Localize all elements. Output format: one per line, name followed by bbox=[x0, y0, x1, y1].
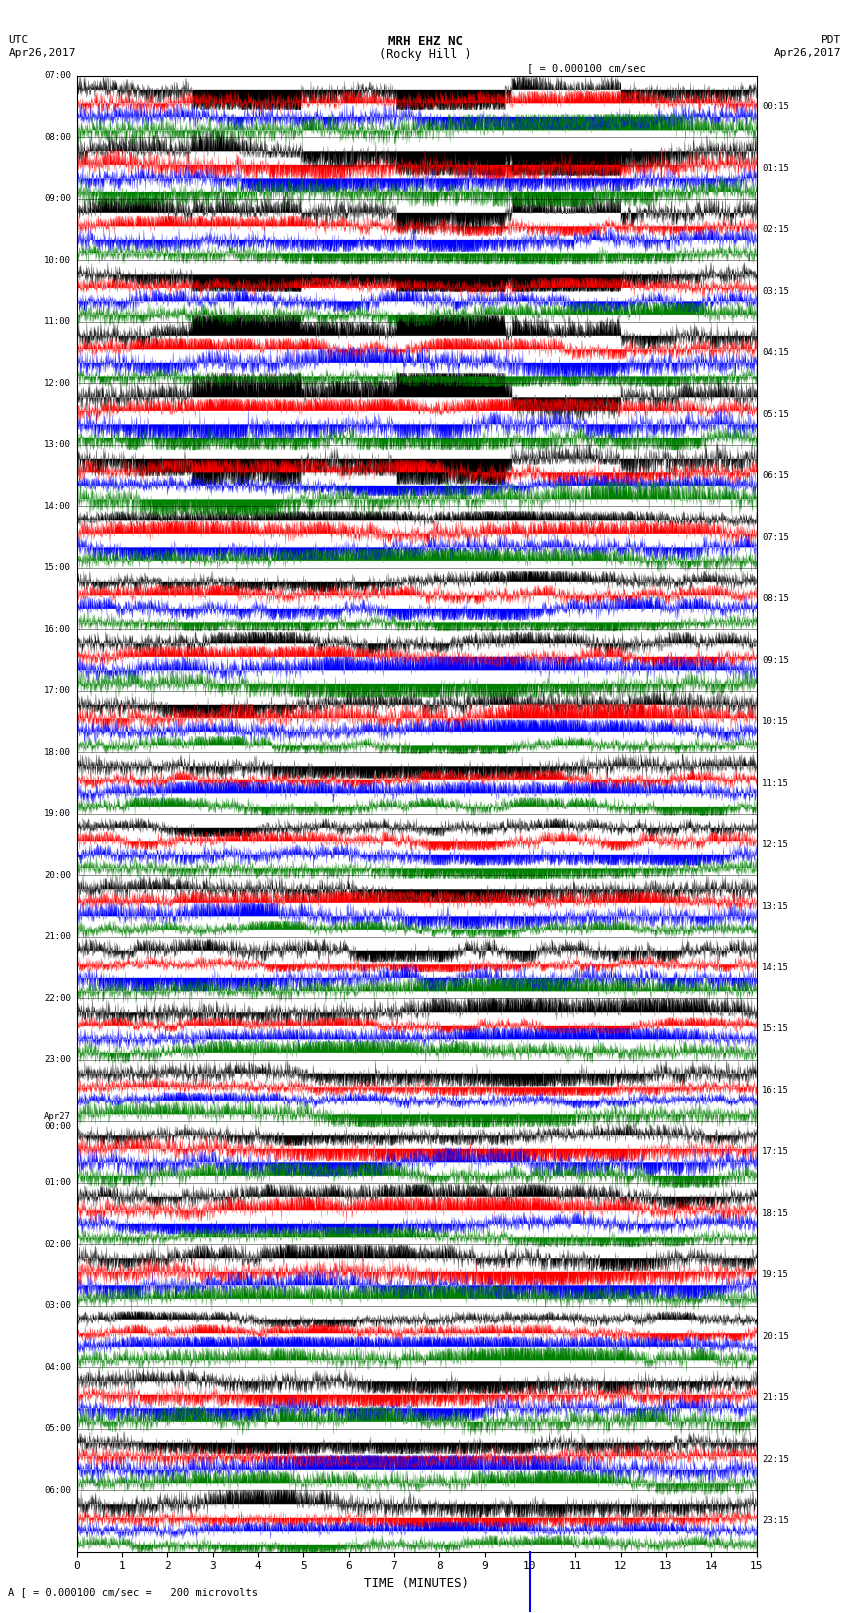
Text: MRH EHZ NC: MRH EHZ NC bbox=[388, 35, 462, 48]
Text: 23:00: 23:00 bbox=[44, 1055, 71, 1065]
Text: 22:00: 22:00 bbox=[44, 994, 71, 1003]
Text: 06:00: 06:00 bbox=[44, 1486, 71, 1495]
Text: 20:15: 20:15 bbox=[762, 1332, 789, 1340]
Text: 04:15: 04:15 bbox=[762, 348, 789, 356]
Text: 22:15: 22:15 bbox=[762, 1455, 789, 1465]
Text: UTC: UTC bbox=[8, 35, 29, 45]
Text: 18:00: 18:00 bbox=[44, 748, 71, 756]
Text: 16:00: 16:00 bbox=[44, 624, 71, 634]
Text: 13:00: 13:00 bbox=[44, 440, 71, 450]
Text: 08:15: 08:15 bbox=[762, 594, 789, 603]
Text: 00:15: 00:15 bbox=[762, 102, 789, 111]
Text: 11:15: 11:15 bbox=[762, 779, 789, 787]
Text: 03:00: 03:00 bbox=[44, 1302, 71, 1310]
Text: 14:15: 14:15 bbox=[762, 963, 789, 973]
Text: 10:00: 10:00 bbox=[44, 256, 71, 265]
Text: 01:15: 01:15 bbox=[762, 163, 789, 173]
Text: 06:15: 06:15 bbox=[762, 471, 789, 481]
Text: 13:15: 13:15 bbox=[762, 902, 789, 910]
Text: 18:15: 18:15 bbox=[762, 1210, 789, 1218]
Text: 07:15: 07:15 bbox=[762, 532, 789, 542]
Text: 09:15: 09:15 bbox=[762, 655, 789, 665]
Text: 12:15: 12:15 bbox=[762, 840, 789, 848]
Text: 04:00: 04:00 bbox=[44, 1363, 71, 1371]
Text: 09:00: 09:00 bbox=[44, 194, 71, 203]
Text: 14:00: 14:00 bbox=[44, 502, 71, 511]
X-axis label: TIME (MINUTES): TIME (MINUTES) bbox=[364, 1578, 469, 1590]
Text: 02:00: 02:00 bbox=[44, 1240, 71, 1248]
Text: 05:15: 05:15 bbox=[762, 410, 789, 418]
Text: 15:00: 15:00 bbox=[44, 563, 71, 573]
Text: 01:00: 01:00 bbox=[44, 1177, 71, 1187]
Text: 02:15: 02:15 bbox=[762, 226, 789, 234]
Text: 17:00: 17:00 bbox=[44, 686, 71, 695]
Text: 21:15: 21:15 bbox=[762, 1394, 789, 1402]
Text: 20:00: 20:00 bbox=[44, 871, 71, 879]
Text: 12:00: 12:00 bbox=[44, 379, 71, 387]
Text: 15:15: 15:15 bbox=[762, 1024, 789, 1034]
Text: [ = 0.000100 cm/sec: [ = 0.000100 cm/sec bbox=[527, 63, 646, 73]
Text: 21:00: 21:00 bbox=[44, 932, 71, 942]
Text: 19:00: 19:00 bbox=[44, 810, 71, 818]
Text: 07:00: 07:00 bbox=[44, 71, 71, 81]
Text: Apr27
00:00: Apr27 00:00 bbox=[44, 1111, 71, 1131]
Text: 17:15: 17:15 bbox=[762, 1147, 789, 1157]
Text: PDT: PDT bbox=[821, 35, 842, 45]
Text: 23:15: 23:15 bbox=[762, 1516, 789, 1526]
Text: 03:15: 03:15 bbox=[762, 287, 789, 295]
Text: 19:15: 19:15 bbox=[762, 1271, 789, 1279]
Text: A [ = 0.000100 cm/sec =   200 microvolts: A [ = 0.000100 cm/sec = 200 microvolts bbox=[8, 1587, 258, 1597]
Text: Apr26,2017: Apr26,2017 bbox=[8, 48, 76, 58]
Text: Apr26,2017: Apr26,2017 bbox=[774, 48, 842, 58]
Text: 10:15: 10:15 bbox=[762, 718, 789, 726]
Text: 16:15: 16:15 bbox=[762, 1086, 789, 1095]
Text: 05:00: 05:00 bbox=[44, 1424, 71, 1434]
Text: 11:00: 11:00 bbox=[44, 318, 71, 326]
Text: 08:00: 08:00 bbox=[44, 132, 71, 142]
Text: (Rocky Hill ): (Rocky Hill ) bbox=[379, 48, 471, 61]
